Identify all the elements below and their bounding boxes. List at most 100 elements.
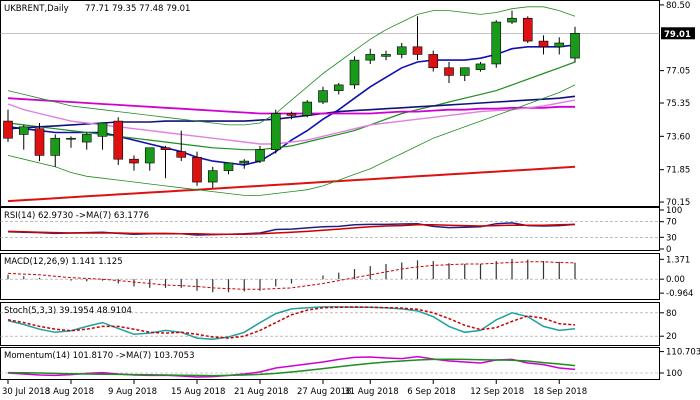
- candle: [459, 67, 470, 82]
- candle: [129, 155, 139, 171]
- candle-body: [491, 21, 502, 65]
- candle-body: [428, 54, 439, 69]
- candle-body: [333, 84, 344, 91]
- indicator-series-1: [7, 306, 576, 339]
- candle: [491, 20, 502, 68]
- candle: [507, 10, 517, 24]
- macd-tick-label: 1.371: [666, 255, 690, 265]
- candle: [34, 123, 45, 162]
- indicator-tick-label: 80: [666, 309, 677, 319]
- candle: [475, 62, 486, 72]
- candle: [444, 62, 454, 83]
- overlay-line-1: [7, 61, 576, 151]
- x-tick-label: 6 Sep 2018: [407, 387, 455, 397]
- candle-body: [302, 101, 313, 116]
- indicator-series-0: [7, 306, 576, 341]
- candle: [81, 132, 92, 150]
- candle: [381, 50, 391, 61]
- candle: [286, 111, 297, 120]
- candle-body: [570, 32, 580, 59]
- x-tick-label: 12 Sep 2018: [470, 387, 524, 397]
- indicator-tick-label: 100: [666, 206, 682, 216]
- candle: [239, 159, 250, 169]
- candle: [570, 26, 580, 63]
- price-tick-label: 75.35: [666, 99, 690, 109]
- candle-body: [97, 122, 108, 137]
- price-tick-label: 70.15: [666, 198, 690, 208]
- candle: [302, 100, 313, 118]
- candle-body: [538, 40, 549, 48]
- candle: [255, 145, 265, 163]
- candle-body: [81, 134, 92, 143]
- last-price-label: 79.01: [664, 30, 691, 40]
- candle: [97, 122, 108, 150]
- x-tick-label: 31 Aug 2018: [344, 387, 398, 397]
- candle-body: [18, 126, 29, 135]
- candle-body: [160, 147, 171, 150]
- stoch-pane: [0, 302, 660, 346]
- candle-body: [239, 160, 250, 164]
- candle-body: [50, 137, 61, 156]
- candle-body: [34, 128, 45, 156]
- indicator-tick-label: 70: [666, 218, 677, 228]
- candle-body: [475, 63, 486, 70]
- price-tick-label: 71.85: [666, 166, 690, 176]
- price-pane-title: UKBRENT,Daily: [4, 4, 69, 14]
- momentum-lines: [0, 355, 660, 378]
- candle-body: [66, 137, 76, 140]
- rsi-lines: [0, 221, 660, 238]
- candle: [18, 124, 29, 150]
- candle: [318, 86, 328, 104]
- x-tick-label: 27 Aug 2018: [297, 387, 351, 397]
- macd-histogram: [0, 258, 660, 293]
- candle-body: [3, 120, 13, 139]
- candle-body: [412, 46, 423, 55]
- candle: [412, 16, 423, 61]
- candle: [66, 136, 76, 148]
- indicator-tick-label: 30: [666, 233, 677, 243]
- candle-body: [522, 17, 533, 42]
- candle-body: [286, 113, 297, 116]
- x-tick-label: 18 Sep 2018: [533, 387, 587, 397]
- last-price-marker: [661, 27, 695, 40]
- candle-body: [444, 67, 454, 76]
- candle: [3, 109, 13, 143]
- candle-body: [176, 151, 187, 158]
- overlay-line-4: [7, 99, 576, 145]
- x-tick-label: 30 Jul 2018: [2, 387, 50, 397]
- candle: [270, 109, 281, 154]
- candle-body: [144, 147, 155, 164]
- indicator-tick-label: 100: [666, 369, 682, 379]
- candle-body: [192, 156, 202, 183]
- price-pane: [0, 0, 660, 207]
- candle: [144, 147, 155, 171]
- indicator-series-0: [7, 355, 576, 378]
- candle: [538, 35, 549, 55]
- candle-body: [207, 170, 218, 183]
- candle: [396, 43, 407, 59]
- x-tick-label: 9 Aug 2018: [108, 387, 157, 397]
- candle: [333, 83, 344, 95]
- price-indicator-lines: [7, 6, 576, 203]
- overlay-line-0: [7, 44, 576, 166]
- candle-body: [381, 54, 391, 57]
- candle-body: [365, 54, 376, 61]
- candle: [50, 134, 61, 167]
- candle-body: [349, 59, 360, 86]
- candle: [192, 151, 202, 186]
- candle-body: [554, 42, 565, 48]
- candle-body: [396, 46, 407, 55]
- candle: [349, 56, 360, 89]
- indicator-series-1: [7, 223, 576, 235]
- candle-body: [318, 90, 328, 103]
- indicator-tick-label: 20: [666, 332, 677, 342]
- candle: [365, 48, 376, 64]
- indicator-tick-label: 0: [666, 245, 671, 255]
- candle: [160, 145, 171, 179]
- candle: [428, 50, 439, 72]
- candle-body: [113, 120, 124, 160]
- stoch-pane-title: Stoch(5,3,3) 39.1954 48.9104: [4, 306, 132, 316]
- overlay-line-5: [7, 165, 576, 203]
